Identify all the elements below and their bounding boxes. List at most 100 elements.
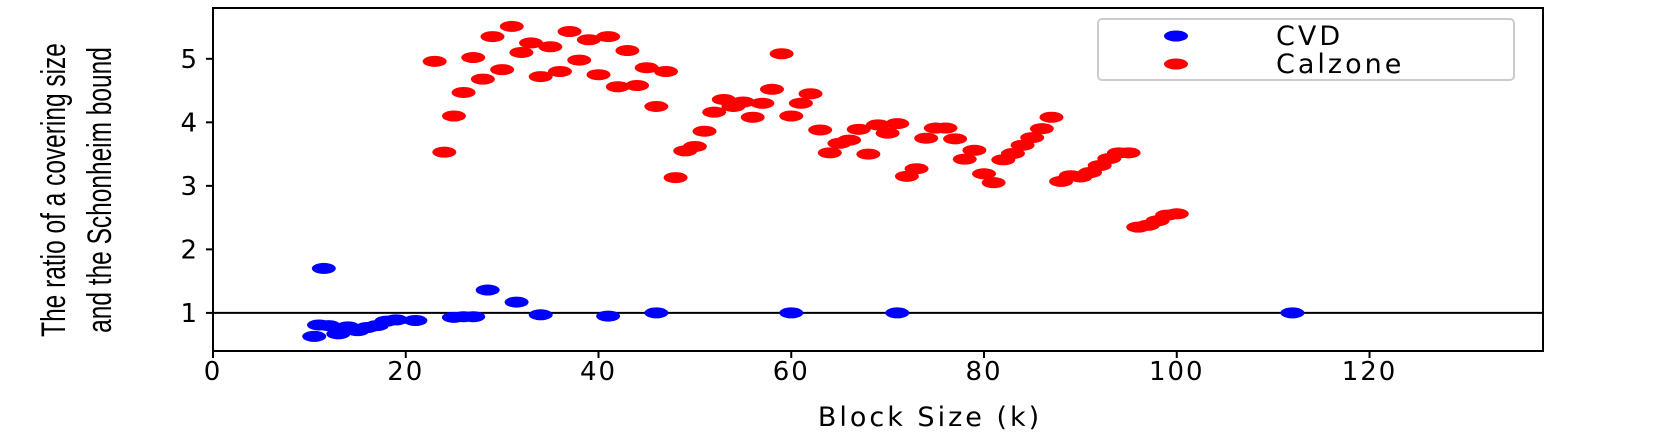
calzone-point <box>625 79 650 91</box>
calzone-point <box>817 147 842 159</box>
calzone-point <box>740 111 765 123</box>
calzone-point <box>846 123 871 135</box>
calzone-point <box>731 96 756 108</box>
cvd-point <box>403 315 428 327</box>
x-tick-label: 120 <box>1342 357 1398 387</box>
calzone-point <box>1039 111 1064 123</box>
calzone-point <box>586 69 611 81</box>
calzone-point <box>885 118 910 130</box>
y-tick-label: 2 <box>180 235 199 265</box>
calzone-point <box>798 88 823 100</box>
x-axis-title: Block Size (k) <box>818 402 1042 433</box>
y-axis-title-line-2: and the Schonheim bound <box>81 47 119 333</box>
calzone-point <box>432 146 457 158</box>
calzone-point <box>914 132 939 144</box>
calzone-point <box>933 122 958 134</box>
calzone-point <box>904 163 929 175</box>
calzone-point <box>769 48 794 60</box>
legend-label: CVD <box>1276 21 1343 52</box>
x-tick-label: 40 <box>580 357 617 387</box>
legend-marker <box>1164 58 1188 70</box>
calzone-point <box>1116 147 1141 159</box>
calzone-point <box>682 140 707 152</box>
calzone-point <box>808 124 833 136</box>
calzone-point <box>615 45 640 57</box>
legend-marker <box>1164 30 1188 42</box>
y-tick-label: 1 <box>180 299 199 329</box>
calzone-point <box>1164 208 1189 220</box>
calzone-point <box>1029 123 1054 135</box>
calzone-point <box>702 106 727 118</box>
cvd-point <box>384 314 409 326</box>
calzone-point <box>779 110 804 122</box>
y-tick-label: 4 <box>180 108 199 138</box>
calzone-point <box>866 119 890 131</box>
cvd-point <box>644 307 669 319</box>
calzone-point <box>634 62 659 74</box>
y-axis-title-line-1: The ratio of a covering size <box>35 43 73 337</box>
cvd-point <box>302 330 327 342</box>
calzone-point <box>519 37 544 49</box>
calzone-point <box>538 41 563 53</box>
legend-label: Calzone <box>1276 49 1404 80</box>
calzone-point <box>962 144 987 156</box>
calzone-point <box>663 172 688 184</box>
legend-box <box>1097 18 1515 81</box>
calzone-point <box>490 64 515 76</box>
calzone-point <box>567 54 592 66</box>
calzone-point <box>576 34 601 46</box>
calzone-point <box>528 71 553 83</box>
cvd-point <box>1280 307 1305 319</box>
cvd-point <box>475 284 500 296</box>
x-tick-label: 100 <box>1149 357 1205 387</box>
calzone-point <box>441 110 466 122</box>
data-points <box>302 20 1305 342</box>
calzone-point <box>480 31 505 43</box>
x-tick-label: 20 <box>387 357 424 387</box>
calzone-point <box>972 168 997 180</box>
calzone-point <box>461 52 486 64</box>
calzone-point <box>499 20 524 32</box>
calzone-point <box>509 46 534 58</box>
x-tick-label: 0 <box>204 357 223 387</box>
cvd-point <box>885 307 910 319</box>
cvd-point <box>528 309 553 321</box>
y-axis-title: The ratio of a covering size and the Sch… <box>35 43 119 337</box>
cvd-point <box>779 307 804 319</box>
calzone-point <box>596 31 621 43</box>
cvd-point <box>316 320 341 332</box>
calzone-point <box>943 133 968 145</box>
calzone-point <box>837 134 862 146</box>
calzone-point <box>856 148 881 160</box>
calzone-point <box>605 81 630 93</box>
axis-ticks: 0 20 40 60 80 100 120 1 2 3 4 5 <box>180 45 1398 387</box>
calzone-point <box>875 127 900 139</box>
calzone-point <box>451 86 476 98</box>
calzone-point <box>644 100 669 112</box>
cvd-point <box>596 310 621 322</box>
cvd-point <box>504 296 529 308</box>
calzone-point <box>759 83 784 95</box>
calzone-point <box>788 97 813 109</box>
y-tick-label: 5 <box>180 45 199 75</box>
x-tick-label: 60 <box>773 357 810 387</box>
cvd-point <box>461 311 486 323</box>
calzone-point <box>547 66 572 78</box>
x-tick-label: 80 <box>965 357 1002 387</box>
calzone-point <box>557 26 582 38</box>
calzone-point <box>1000 147 1025 159</box>
y-tick-label: 3 <box>180 172 199 202</box>
plot-frame <box>212 7 1544 352</box>
calzone-point <box>653 66 678 78</box>
cvd-point <box>311 262 336 274</box>
calzone-point <box>981 177 1006 189</box>
calzone-point <box>750 97 775 109</box>
calzone-point <box>422 55 447 67</box>
calzone-point <box>470 73 495 85</box>
calzone-point <box>692 125 717 137</box>
calzone-point <box>952 153 977 165</box>
calzone-point <box>1020 132 1045 144</box>
